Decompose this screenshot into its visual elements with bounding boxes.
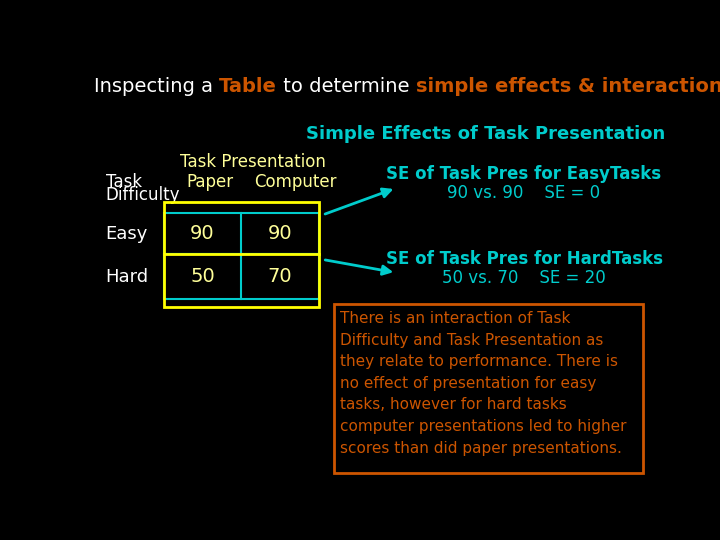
Text: 90: 90	[190, 224, 215, 244]
Text: scores than did paper presentations.: scores than did paper presentations.	[341, 441, 622, 456]
Text: no effect of presentation for easy: no effect of presentation for easy	[341, 376, 597, 391]
Text: Simple Effects of Task Presentation: Simple Effects of Task Presentation	[305, 125, 665, 143]
Text: 90: 90	[268, 224, 292, 244]
Bar	[163, 254, 319, 299]
Text: they relate to performance. There is: they relate to performance. There is	[341, 354, 618, 369]
Text: 50: 50	[190, 267, 215, 286]
Text: SE of Task Pres for EasyTasks: SE of Task Pres for EasyTasks	[387, 165, 662, 183]
Text: SE of Task Pres for HardTasks: SE of Task Pres for HardTasks	[385, 249, 662, 268]
Text: Paper: Paper	[186, 173, 234, 191]
Text: 90 vs. 90    SE = 0: 90 vs. 90 SE = 0	[447, 184, 600, 202]
Text: 50 vs. 70    SE = 20: 50 vs. 70 SE = 20	[442, 269, 606, 287]
Bar	[334, 303, 642, 473]
Text: to determine: to determine	[277, 77, 415, 96]
Text: computer presentations led to higher: computer presentations led to higher	[341, 419, 627, 434]
Text: Difficulty: Difficulty	[106, 186, 180, 205]
Text: Inspecting a: Inspecting a	[94, 77, 219, 96]
Bar	[163, 213, 319, 254]
Text: Hard: Hard	[106, 267, 148, 286]
Text: Easy: Easy	[106, 225, 148, 243]
Text: Difficulty and Task Presentation as: Difficulty and Task Presentation as	[341, 333, 603, 348]
Text: There is an interaction of Task: There is an interaction of Task	[341, 311, 571, 326]
Text: Table: Table	[219, 77, 277, 96]
Text: Task Presentation: Task Presentation	[180, 153, 325, 171]
Text: Task: Task	[106, 173, 142, 191]
Text: simple effects & interaction…: simple effects & interaction…	[415, 77, 720, 96]
Text: Computer: Computer	[254, 173, 337, 191]
Bar	[163, 202, 319, 307]
Text: 70: 70	[268, 267, 292, 286]
Text: tasks, however for hard tasks: tasks, however for hard tasks	[341, 397, 567, 413]
